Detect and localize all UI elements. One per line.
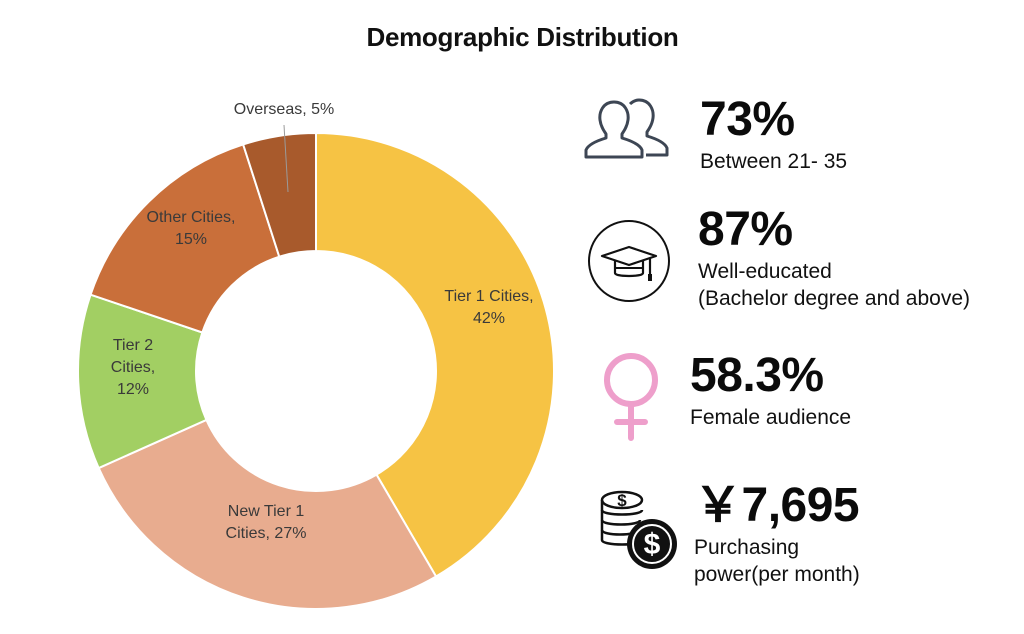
graduation-cap-icon xyxy=(588,220,670,302)
donut-slice xyxy=(97,418,438,610)
stat-value: 87% xyxy=(698,203,793,256)
stat-purchasing-power: ￥7,695 Purchasing power(per month) xyxy=(694,482,860,588)
stat-desc: Purchasing power(per month) xyxy=(694,534,860,588)
stat-education: 87% Well-educated (Bachelor degree and a… xyxy=(698,206,970,312)
svg-text:$: $ xyxy=(644,528,661,561)
stat-desc-line: (Bachelor degree and above) xyxy=(698,287,971,310)
stat-value: 73% xyxy=(700,93,795,146)
donut-slices xyxy=(77,131,555,610)
stat-desc: Between 21- 35 xyxy=(700,148,847,175)
stat-desc-line: Between 21- 35 xyxy=(700,150,848,173)
stat-desc-line: power(per month) xyxy=(694,563,860,586)
donut-slice xyxy=(89,143,281,334)
stat-desc-line: Purchasing xyxy=(694,536,800,559)
stat-desc: Female audience xyxy=(690,404,851,431)
donut-labels: Tier 1 Cities, 42% New Tier 1 Cities, 27% Ti… xyxy=(111,101,534,542)
stat-desc-line: Well-educated xyxy=(698,260,832,283)
donut-slice xyxy=(315,131,555,578)
slice-label: Tier 1 Cities, 42% xyxy=(444,288,533,327)
female-symbol-icon xyxy=(604,353,658,441)
stat-desc: Well-educated (Bachelor degree and above… xyxy=(698,258,970,312)
stat-female: 58.3% Female audience xyxy=(690,352,851,431)
slice-label: New Tier 1 Cities, 27% xyxy=(226,503,307,542)
chart-title: Demographic Distribution xyxy=(366,22,679,52)
donut-slice xyxy=(241,131,317,259)
money-coins-icon: $ $ xyxy=(600,490,677,569)
stat-value: 58.3% xyxy=(690,349,824,402)
svg-text:$: $ xyxy=(617,491,627,510)
stat-age: 73% Between 21- 35 xyxy=(700,96,847,175)
leader-line xyxy=(283,124,289,193)
stat-value: ￥7,695 xyxy=(694,479,860,532)
stat-desc-line: Female audience xyxy=(690,406,852,429)
people-icon xyxy=(584,98,669,159)
slice-label: Overseas, 5% xyxy=(234,101,334,118)
slice-label: Tier 2 Cities, 12% xyxy=(111,337,155,398)
slice-label: Other Cities, 15% xyxy=(147,209,236,248)
